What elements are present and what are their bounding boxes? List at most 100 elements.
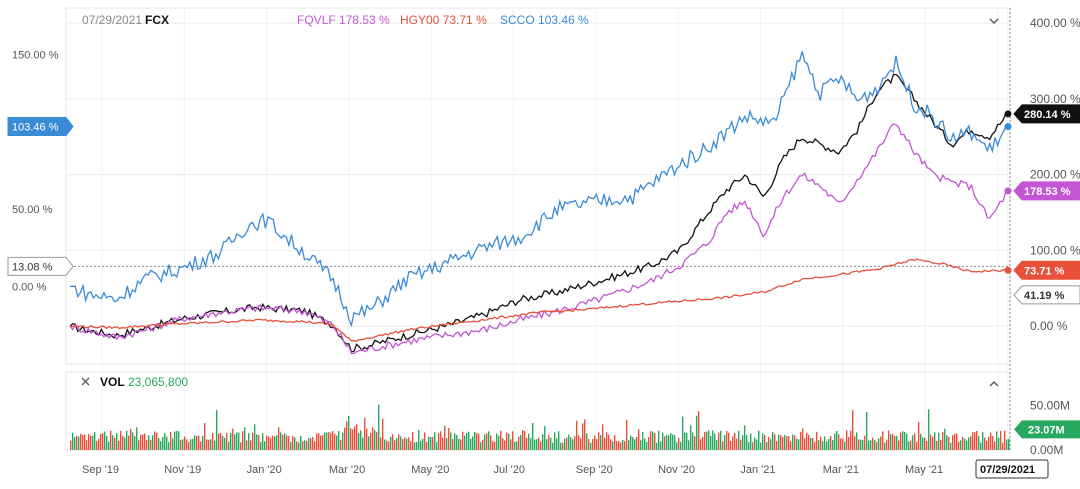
volume-bar: [488, 431, 490, 450]
volume-bar: [792, 434, 794, 450]
volume-bar: [936, 441, 938, 450]
volume-bar: [862, 440, 864, 450]
series-line-scco[interactable]: [69, 51, 1009, 328]
volume-bar: [834, 433, 836, 450]
volume-bar: [776, 441, 778, 450]
volume-bar: [516, 441, 518, 450]
volume-bar: [166, 436, 168, 450]
series-line-hgy00[interactable]: [69, 258, 1009, 342]
volume-bar: [580, 438, 582, 450]
volume-bar: [308, 437, 310, 450]
series-line-fcx[interactable]: [69, 73, 1009, 353]
volume-bar: [326, 432, 328, 450]
volume-bar: [994, 441, 996, 450]
volume-bar: [978, 436, 980, 450]
volume-bar: [338, 431, 340, 450]
volume-bar: [118, 440, 120, 450]
volume-bar: [230, 433, 232, 450]
right-value-marker-label: 280.14 %: [1024, 109, 1071, 121]
volume-bar: [216, 409, 218, 450]
volume-bar: [524, 431, 526, 450]
volume-bar: [670, 433, 672, 450]
volume-bar: [292, 435, 294, 450]
volume-bar: [536, 439, 538, 450]
volume-bar: [964, 438, 966, 450]
volume-bar: [406, 438, 408, 450]
header-primary-symbol[interactable]: FCX: [145, 13, 169, 27]
volume-bar: [760, 442, 762, 450]
volume-bar: [664, 436, 666, 450]
volume-bar: [934, 432, 936, 450]
volume-bar: [296, 441, 298, 450]
close-icon[interactable]: [81, 377, 90, 386]
volume-bar: [332, 431, 334, 450]
volume-bars: [70, 404, 1010, 450]
price-plot-area[interactable]: [65, 7, 1011, 365]
volume-bar: [108, 441, 110, 450]
volume-bar: [76, 436, 78, 450]
volume-bar: [238, 432, 240, 450]
volume-bar: [270, 438, 272, 450]
volume-bar: [138, 440, 140, 450]
volume-bar: [476, 432, 478, 450]
volume-bar: [720, 430, 722, 450]
volume-bar: [824, 436, 826, 450]
volume-bar: [754, 437, 756, 450]
volume-bar: [582, 423, 584, 450]
volume-bar: [554, 432, 556, 450]
volume-bar: [806, 433, 808, 450]
volume-bar: [968, 437, 970, 450]
volume-bar: [768, 436, 770, 450]
volume-bar: [600, 435, 602, 450]
volume-bar: [874, 440, 876, 450]
volume-bar: [726, 431, 728, 450]
volume-bar: [444, 425, 446, 450]
volume-bar: [970, 436, 972, 450]
volume-bar: [276, 435, 278, 450]
legend-fqvlf[interactable]: FQVLF 178.53 %: [297, 13, 390, 27]
volume-bar: [506, 432, 508, 450]
volume-bar: [192, 438, 194, 450]
volume-bar: [156, 432, 158, 450]
volume-bar: [74, 437, 76, 450]
volume-bar: [370, 433, 372, 450]
volume-bar: [254, 424, 256, 450]
volume-bar: [434, 432, 436, 450]
volume-bar: [174, 431, 176, 450]
volume-bar: [624, 441, 626, 450]
volume-bar: [832, 440, 834, 450]
volume-bar: [752, 442, 754, 450]
volume-bar: [72, 432, 74, 450]
volume-bar: [594, 435, 596, 450]
volume-bar: [152, 435, 154, 450]
series-lines: [69, 51, 1012, 355]
volume-bar: [692, 432, 694, 450]
series-line-fqvlf[interactable]: [69, 123, 1009, 355]
volume-bar: [112, 435, 114, 450]
legend-hgy00[interactable]: HGY00 73.71 %: [400, 13, 487, 27]
volume-bar: [298, 442, 300, 450]
volume-bar: [872, 437, 874, 450]
volume-bar: [666, 434, 668, 450]
volume-bar: [860, 439, 862, 450]
volume-bar: [652, 431, 654, 450]
volume-bar: [124, 437, 126, 450]
volume-bar: [828, 438, 830, 450]
volume-bar: [742, 435, 744, 450]
volume-bar: [382, 418, 384, 450]
volume-bar: [920, 433, 922, 450]
chevron-down-icon[interactable]: [989, 18, 999, 24]
volume-bar: [988, 436, 990, 450]
axes: 400.00 % 300.00 % 200.00 % 100.00 % 0.00 % 15…: [12, 16, 1080, 479]
volume-bar: [464, 435, 466, 450]
chevron-up-icon[interactable]: [989, 381, 999, 387]
volume-bar: [680, 441, 682, 450]
legend-scco[interactable]: SCCO 103.46 %: [500, 13, 589, 27]
volume-bar: [250, 440, 252, 450]
volume-bar: [514, 442, 516, 450]
volume-bar: [980, 442, 982, 450]
volume-bar: [846, 430, 848, 450]
volume-bar: [438, 433, 440, 450]
volume-bar: [240, 442, 242, 450]
